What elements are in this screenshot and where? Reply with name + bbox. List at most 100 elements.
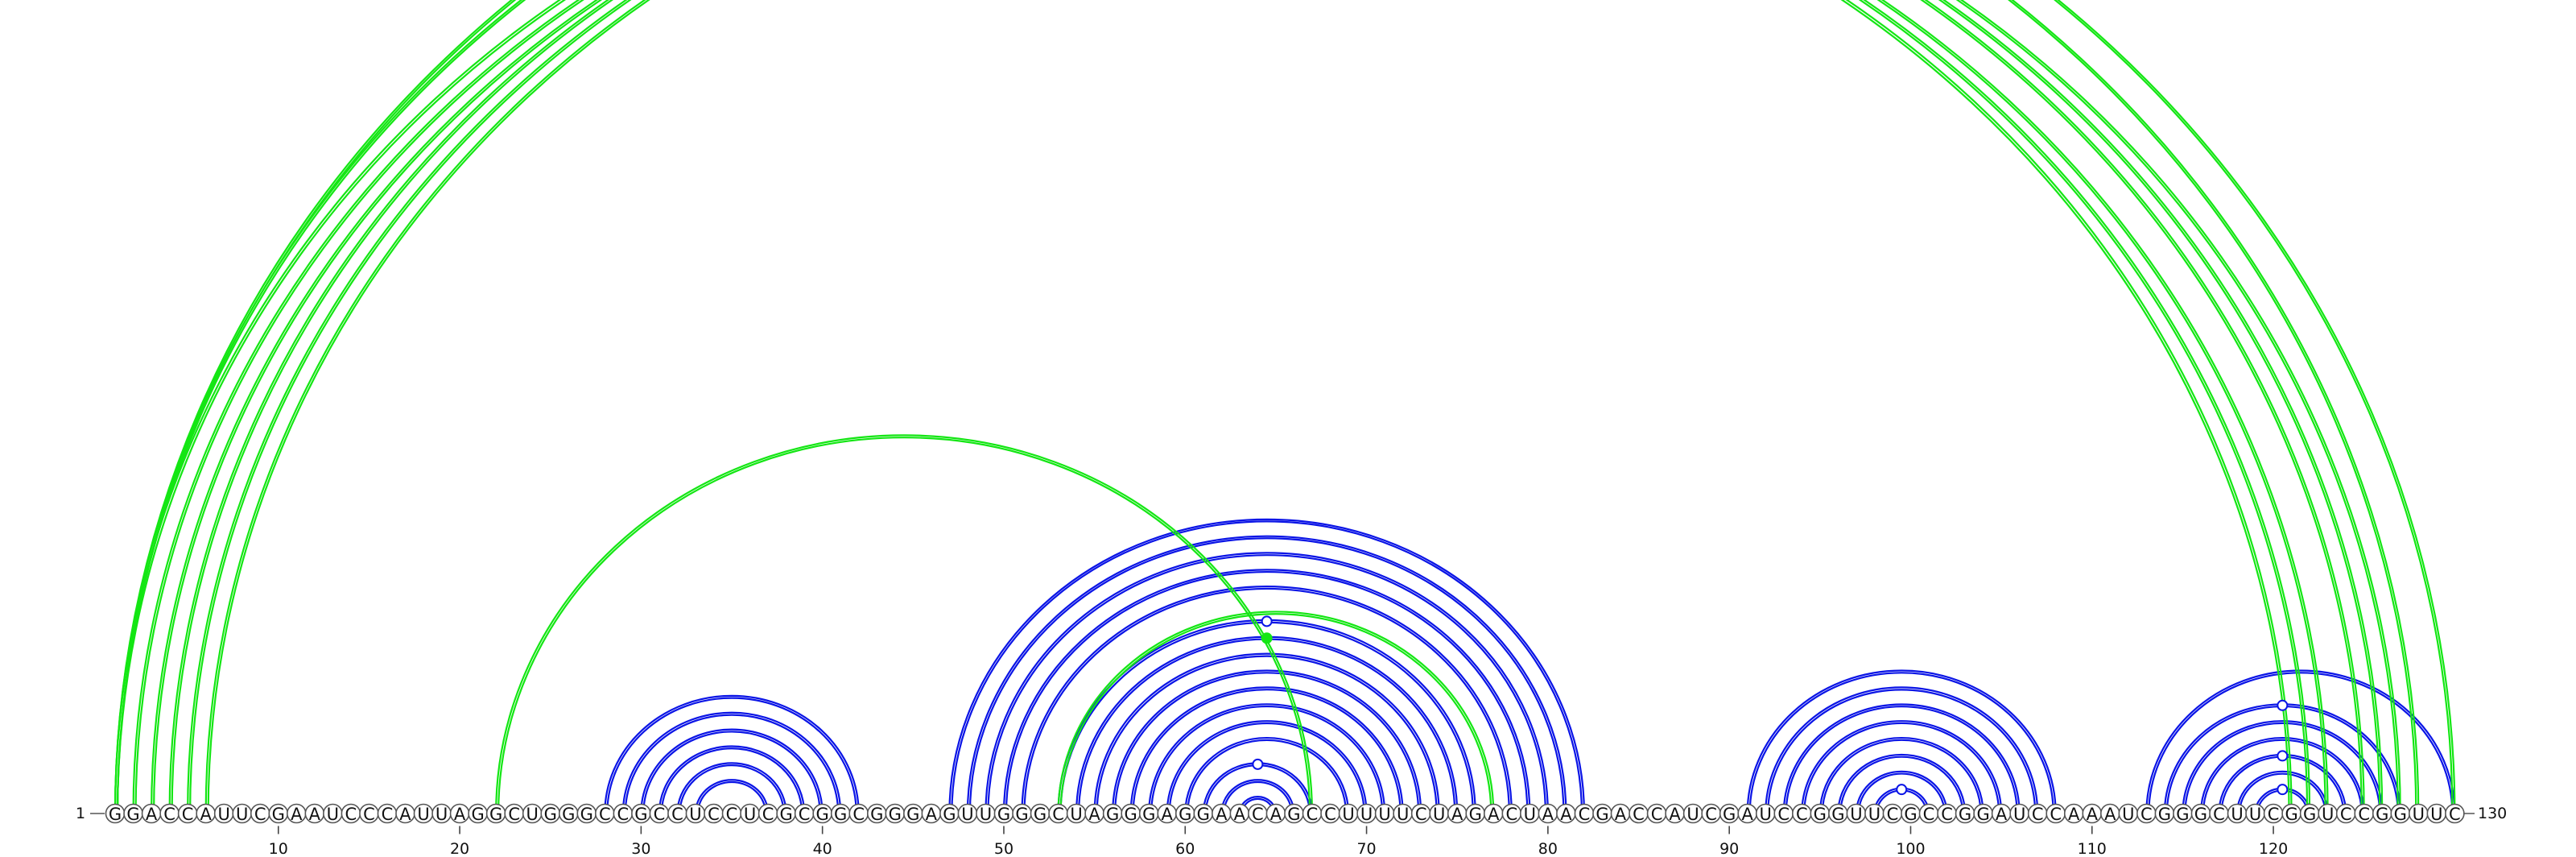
nucleotide-90: G <box>1719 803 1740 824</box>
nucleotide-19: U <box>431 803 452 824</box>
tertiary-pair-arc-6-127 <box>204 0 2401 814</box>
secondary-pair-arc-115-126 <box>2182 720 2384 814</box>
tertiary-pair-arc-3-123-inner <box>152 0 2326 814</box>
nucleotide-letter: U <box>327 805 339 824</box>
tertiary-pair-arc-6-127-inner <box>207 0 2399 814</box>
nucleotide-letter: U <box>417 805 429 824</box>
nucleotide-letter: A <box>1542 805 1554 824</box>
nucleotide-82: C <box>1574 803 1595 824</box>
tertiary-pair-arc-4-125-inner <box>171 0 2363 814</box>
nucleotide-letter: G <box>997 805 1010 824</box>
nucleotide-64: C <box>1248 803 1268 824</box>
secondary-pair-arc-95-104-inner <box>1821 739 1982 814</box>
nucleotide-letter: C <box>2358 805 2370 824</box>
tertiary-pair-arc-22-67-inner <box>497 436 1311 814</box>
nucleotide-letter: U <box>1850 805 1862 824</box>
nucleotide-letter: G <box>1179 805 1191 824</box>
secondary-pair-arc-60-69-inner <box>1187 739 1348 814</box>
secondary-pair-arc-30-40 <box>640 728 824 814</box>
nucleotide-letter: C <box>1505 805 1517 824</box>
nucleotide-letter: C <box>1705 805 1717 824</box>
nucleotide-letter: G <box>1596 805 1608 824</box>
nucleotide-58: G <box>1138 803 1159 824</box>
nucleotide-11: A <box>286 803 307 824</box>
secondary-pair-arc-97-102 <box>1855 770 1948 814</box>
secondary-pair-arc-51-78 <box>1021 586 1513 814</box>
tick-label-70: 70 <box>1356 840 1376 857</box>
secondary-pair-arc-33-37-inner <box>696 780 767 814</box>
secondary-pair-arc-48-81-inner <box>968 537 1565 814</box>
tertiary-pair-arc-1-128 <box>115 0 2418 814</box>
nucleotide-letter: U <box>2430 805 2442 824</box>
nucleotide-129: U <box>2426 803 2447 824</box>
nucleotide-letter: A <box>1270 805 1282 824</box>
nucleotide-letter: C <box>2050 805 2062 824</box>
secondary-pair-arc-92-107 <box>1765 686 2039 814</box>
nucleotide-60: G <box>1174 803 1195 824</box>
nucleotide-35: C <box>721 803 742 824</box>
nucleotide-106: U <box>2009 803 2029 824</box>
nucleotide-letter: A <box>2068 805 2080 824</box>
nucleotide-118: U <box>2227 803 2248 824</box>
nucleotide-105: A <box>1991 803 2012 824</box>
nucleotide-letter: U <box>236 805 248 824</box>
nucleotide-54: U <box>1066 803 1087 824</box>
nucleotide-letter: G <box>1287 805 1300 824</box>
secondary-pair-arc-57-72 <box>1129 686 1404 814</box>
nucleotide-1: G <box>105 803 126 824</box>
tick-label-80: 80 <box>1538 840 1558 857</box>
nucleotide-letter: A <box>1088 805 1100 824</box>
nucleotide-letter: G <box>2285 805 2297 824</box>
nucleotide-31: C <box>649 803 670 824</box>
nucleotide-letter: C <box>345 805 357 824</box>
nucleotide-letter: G <box>272 805 285 824</box>
tick-label-20: 20 <box>450 840 469 857</box>
nucleotide-letter: U <box>1070 805 1082 824</box>
tick-label-90: 90 <box>1719 840 1739 857</box>
nucleotide-108: C <box>2046 803 2066 824</box>
nucleotide-93: C <box>1773 803 1794 824</box>
nucleotide-letter: G <box>1831 805 1844 824</box>
nucleotide-120: C <box>2263 803 2284 824</box>
nucleotide-30: G <box>631 803 651 824</box>
nucleotide-113: C <box>2136 803 2157 824</box>
nucleotide-10: G <box>268 803 289 824</box>
nucleotide-50: G <box>993 803 1014 824</box>
nucleotide-107: C <box>2027 803 2048 824</box>
secondary-pair-arc-49-80-inner <box>987 554 1546 814</box>
nucleotide-letter: G <box>943 805 956 824</box>
nucleotide-letter: A <box>1451 805 1463 824</box>
tertiary-pair-arc-5-126-inner <box>189 0 2381 814</box>
secondary-pair-arc-56-73 <box>1112 669 1422 814</box>
nucleotide-77: A <box>1483 803 1504 824</box>
nucleotide-42: C <box>848 803 869 824</box>
nucleotide-letter: U <box>744 805 756 824</box>
nucleotide-letter: U <box>1868 805 1880 824</box>
nucleotide-letter: U <box>1378 805 1390 824</box>
nucleotide-letter: U <box>526 805 539 824</box>
nucleotide-letter: U <box>436 805 448 824</box>
nucleotide-letter: A <box>1162 805 1174 824</box>
tertiary-pair-arc-2-122 <box>132 0 2311 814</box>
secondary-pair-arc-28-42 <box>604 694 860 814</box>
nucleotide-68: C <box>1320 803 1340 824</box>
nucleotide-letter: G <box>889 805 902 824</box>
nucleotide-letter: G <box>1723 805 1736 824</box>
nucleotide-letter: G <box>580 805 593 824</box>
nucleotide-letter: C <box>2140 805 2153 824</box>
nucleotide-17: A <box>395 803 415 824</box>
nucleotide-95: G <box>1810 803 1831 824</box>
secondary-pair-arc-95-104 <box>1818 736 1984 814</box>
nucleotide-letter: C <box>654 805 666 824</box>
nucleotide-letter: A <box>1669 805 1681 824</box>
nucleotide-37: C <box>758 803 778 824</box>
nucleotide-78: C <box>1501 803 1522 824</box>
secondary-pair-arc-31-39-inner <box>660 747 803 814</box>
nucleotide-73: C <box>1410 803 1431 824</box>
nucleotide-41: G <box>830 803 851 824</box>
secondary-pair-arc-28-42-inner <box>606 697 857 814</box>
secondary-pair-arc-53-76-inner <box>1059 621 1474 814</box>
secondary-pair-arc-116-125 <box>2199 736 2365 814</box>
nucleotide-letter: G <box>2376 805 2388 824</box>
